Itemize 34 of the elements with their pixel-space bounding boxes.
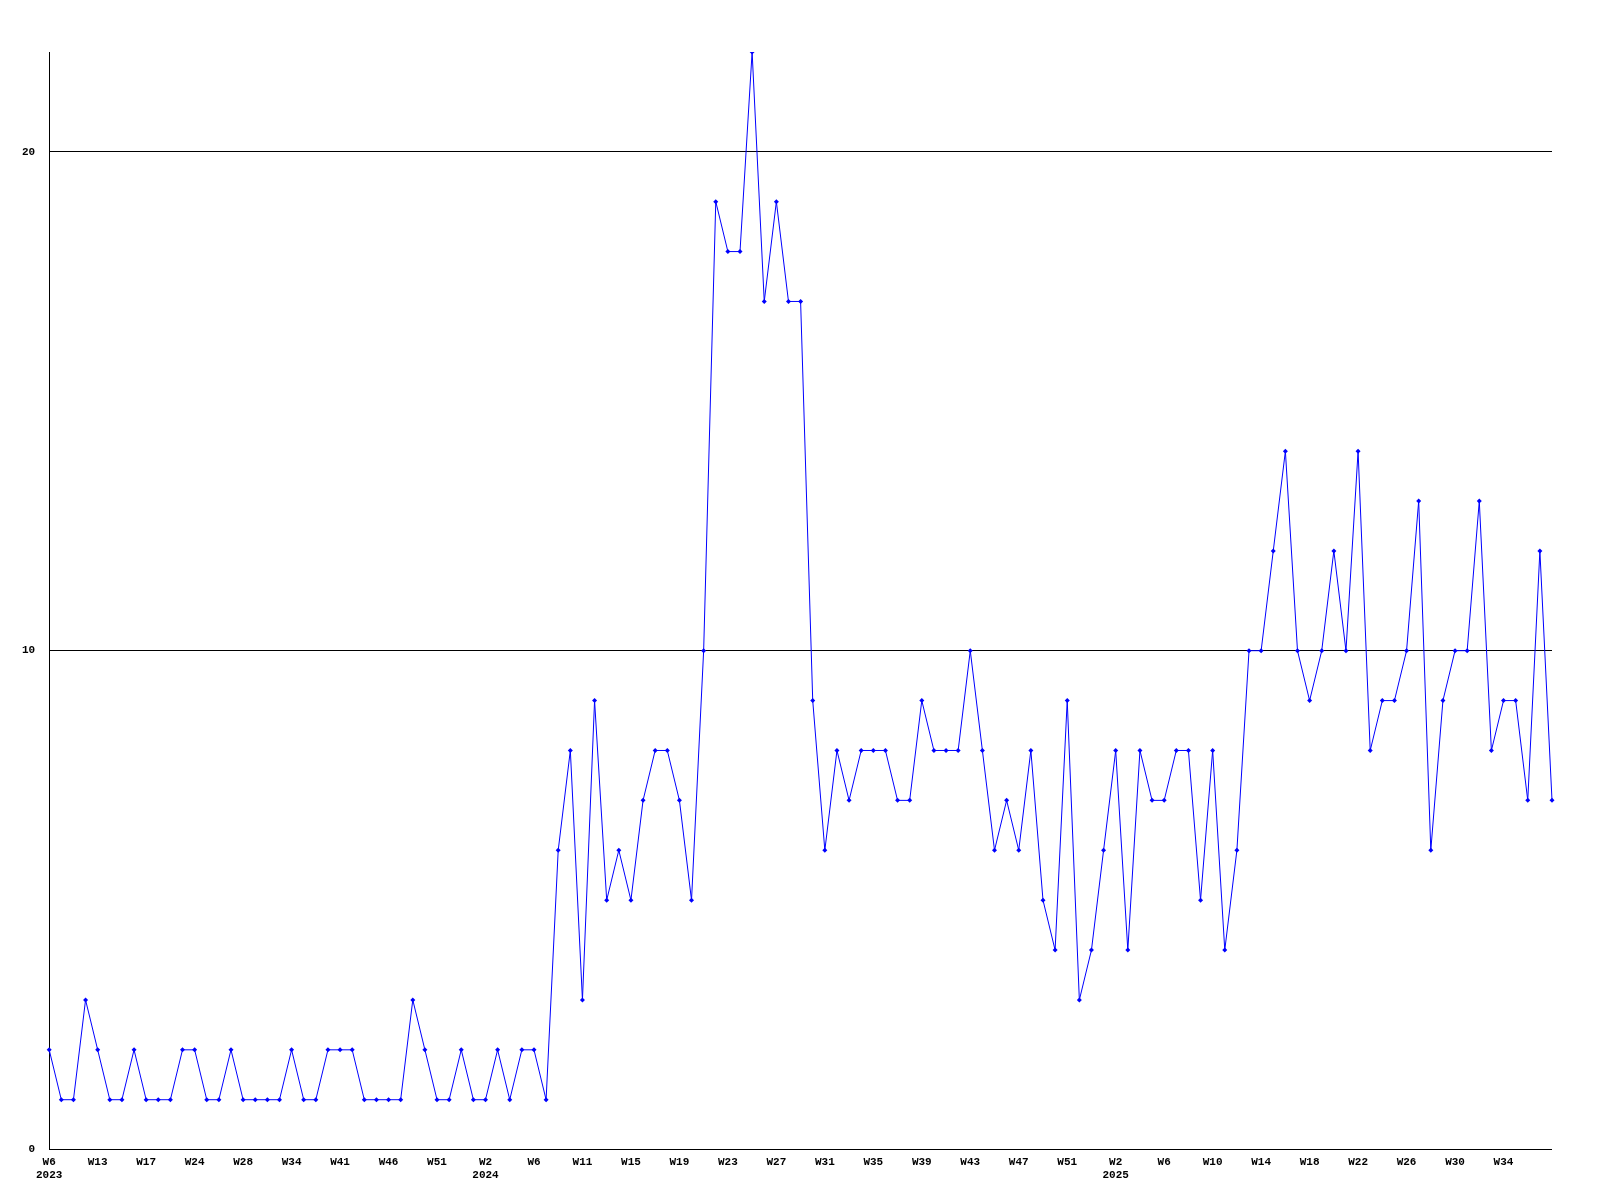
x-tick-label: W39 [911,1155,932,1168]
x-tick-label: W27 [766,1155,787,1168]
x-tick-label: W28 [233,1155,254,1168]
x-tick-label: W30 [1445,1155,1465,1168]
x-tick-label: W18 [1299,1155,1320,1168]
x-tick-label: W19 [669,1155,690,1168]
x-tick-label: W2 2024 [472,1155,500,1182]
x-tick-label: W11 [572,1155,593,1168]
x-tick-label: W6 [1157,1155,1171,1168]
x-tick-label: W14 [1251,1155,1272,1168]
x-tick-label: W22 [1348,1155,1368,1168]
x-tick-label: W43 [960,1155,981,1168]
x-tick-label: W47 [1008,1155,1029,1168]
x-tick-label: W51 [427,1155,448,1168]
x-tick-label: W34 [1493,1155,1514,1168]
y-tick-label: 0 [28,1143,36,1156]
x-tick-label: W10 [1202,1155,1223,1168]
x-tick-label: W26 [1396,1155,1417,1168]
x-tick-label: W35 [863,1155,884,1168]
x-tick-label: W41 [330,1155,351,1168]
x-tick-label: W23 [717,1155,739,1168]
x-tick-label: W6 2023 [36,1155,63,1182]
x-tick-label: W6 [527,1155,541,1168]
x-tick-label: W15 [621,1155,642,1168]
x-tick-label: W34 [281,1155,302,1168]
x-tick-label: W17 [136,1155,157,1168]
x-tick-label: W46 [378,1155,399,1168]
x-tick-label: W2 2025 [1102,1155,1130,1182]
y-tick-label: 10 [22,644,36,657]
x-tick-label: W31 [814,1155,836,1168]
x-tick-label: W51 [1057,1155,1078,1168]
y-tick-label: 20 [22,145,36,158]
x-tick-label: W13 [87,1155,108,1168]
x-tick-label: W24 [184,1155,205,1168]
